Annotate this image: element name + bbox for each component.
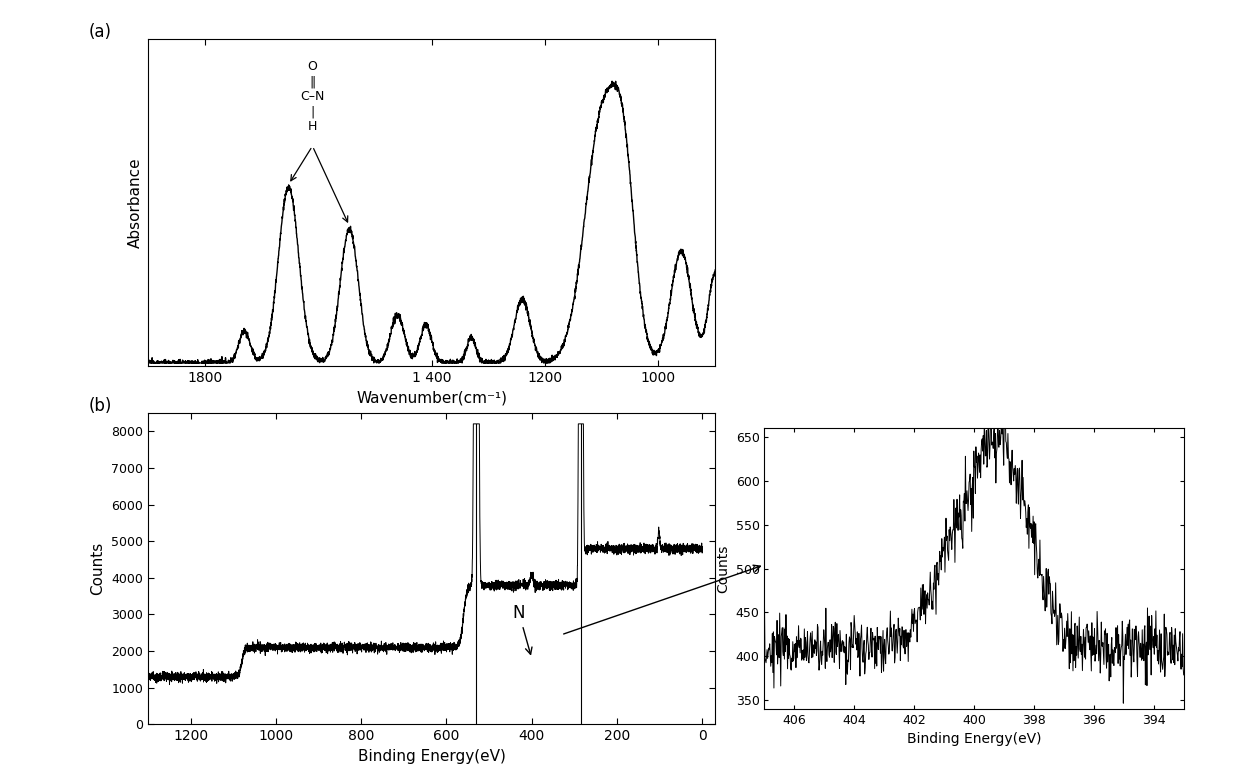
X-axis label: Binding Energy(eV): Binding Energy(eV)	[906, 732, 1042, 746]
Y-axis label: Counts: Counts	[90, 542, 106, 595]
X-axis label: Wavenumber(cm⁻¹): Wavenumber(cm⁻¹)	[356, 390, 507, 406]
Y-axis label: Absorbance: Absorbance	[127, 157, 142, 248]
Text: (a): (a)	[89, 23, 112, 41]
Text: O
‖
C–N
|
H: O ‖ C–N | H	[301, 60, 324, 133]
Text: N: N	[513, 605, 531, 654]
Text: (b): (b)	[89, 397, 112, 415]
Y-axis label: Counts: Counts	[716, 545, 730, 593]
X-axis label: Binding Energy(eV): Binding Energy(eV)	[358, 749, 506, 764]
